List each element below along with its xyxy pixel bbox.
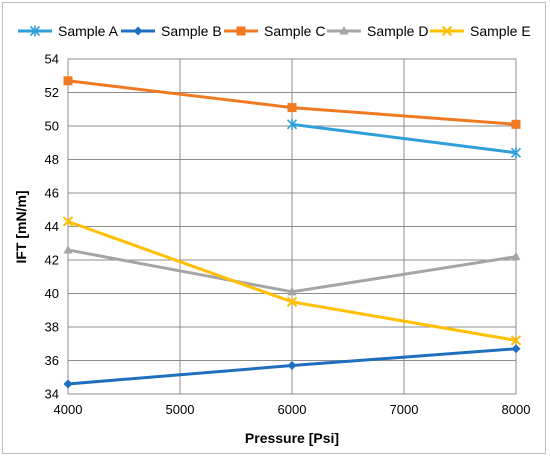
data-point: [63, 76, 73, 86]
legend-marker: [236, 26, 246, 36]
series-sample-b: [63, 344, 521, 389]
x-axis-title: Pressure [Psi]: [245, 430, 339, 446]
series-sample-e: [62, 216, 522, 346]
series-sample-d: [63, 244, 521, 296]
legend-marker: [441, 25, 453, 37]
y-tick-label: 36: [45, 353, 59, 368]
data-point: [286, 118, 298, 130]
legend: Sample A Sample B Sample C Sample D Sample E: [18, 23, 531, 39]
y-tick-label: 44: [45, 219, 59, 234]
y-tick-label: 42: [45, 253, 59, 268]
legend-label: Sample C: [264, 23, 325, 39]
y-tick-label: 40: [45, 286, 59, 301]
legend-label: Sample A: [58, 23, 119, 39]
legend-label: Sample E: [470, 23, 531, 39]
data-point: [511, 119, 521, 129]
y-tick-label: 34: [45, 387, 59, 402]
legend-item: Sample E: [430, 23, 531, 39]
series-line: [291, 122, 517, 155]
data-point: [62, 216, 74, 227]
x-tick-label: 8000: [502, 402, 531, 417]
legend-marker: [133, 26, 143, 36]
y-tick-label: 46: [45, 186, 59, 201]
x-tick-label: 4000: [54, 402, 83, 417]
data-point: [287, 286, 297, 296]
x-tick-label: 5000: [166, 402, 195, 417]
legend-marker: [339, 26, 349, 35]
data-point: [510, 335, 522, 346]
data-point: [511, 251, 521, 261]
legend-label: Sample B: [161, 23, 222, 39]
y-axis-title: IFT [mN/m]: [13, 190, 29, 263]
data-point: [510, 147, 522, 159]
y-tick-label: 38: [45, 320, 59, 335]
data-point: [511, 344, 521, 354]
legend-marker: [29, 25, 41, 37]
data-point: [63, 244, 73, 254]
series-sample-a: [286, 118, 522, 159]
series-sample-c: [63, 76, 521, 129]
y-tick-label: 50: [45, 119, 59, 134]
y-tick-label: 54: [45, 52, 59, 67]
y-tick-label: 52: [45, 85, 59, 100]
tick-labels: 34 36 38 40 42 44 46 48 50 52 54 4000 5000 6000 7000 80…: [45, 52, 531, 418]
data-point: [287, 361, 297, 371]
chart-frame: [2, 2, 546, 454]
data-point: [287, 103, 297, 113]
grid: [67, 58, 517, 395]
legend-label: Sample D: [367, 23, 428, 39]
legend-item: Sample C: [224, 23, 325, 39]
legend-item: Sample D: [327, 23, 428, 39]
legend-item: Sample A: [18, 23, 119, 39]
x-tick-label: 7000: [390, 402, 419, 417]
x-tick-label: 6000: [278, 402, 307, 417]
series-layer: [62, 76, 522, 389]
data-point: [286, 296, 298, 308]
y-tick-label: 48: [45, 152, 59, 167]
data-point: [63, 379, 73, 389]
legend-item: Sample B: [121, 23, 222, 39]
